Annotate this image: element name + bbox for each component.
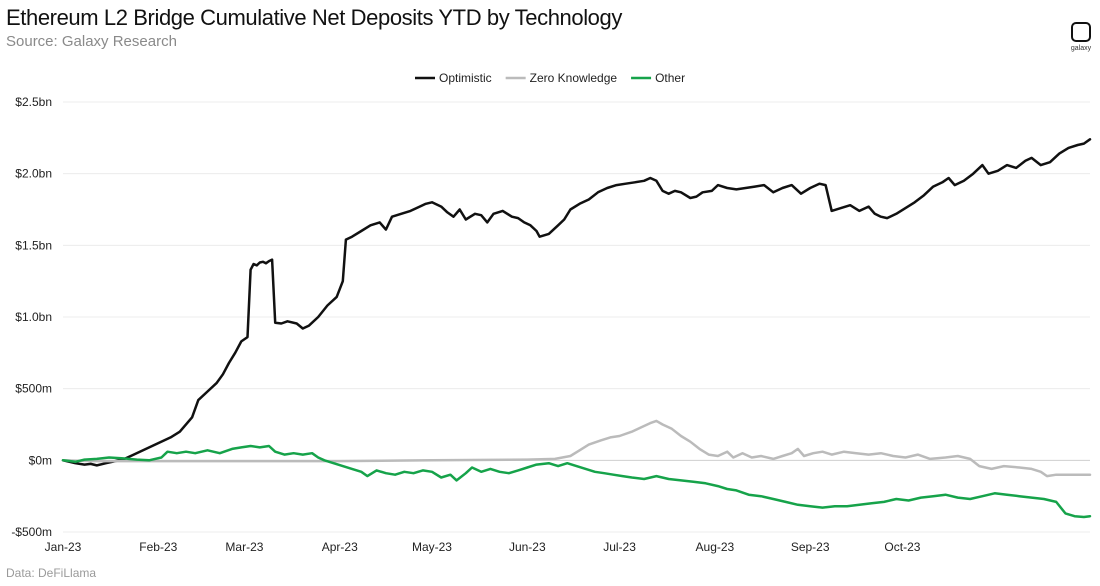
y-tick-label: $500m bbox=[15, 382, 52, 396]
legend-label: Other bbox=[655, 71, 685, 85]
series-line-optimistic bbox=[61, 138, 1092, 467]
y-tick-label: $2.5bn bbox=[15, 95, 52, 109]
y-tick-label: $1.5bn bbox=[15, 238, 52, 252]
y-tick-label: $0m bbox=[29, 453, 52, 467]
x-tick-label: Jul-23 bbox=[603, 540, 636, 554]
data-source-note: Data: DeFiLlama bbox=[6, 566, 97, 580]
x-tick-label: Apr-23 bbox=[322, 540, 358, 554]
y-tick-label: $1.0bn bbox=[15, 310, 52, 324]
x-tick-label: Jun-23 bbox=[509, 540, 546, 554]
galaxy-logo-text: galaxy bbox=[1070, 45, 1092, 52]
x-tick-label: Sep-23 bbox=[791, 540, 830, 554]
chart-title: Ethereum L2 Bridge Cumulative Net Deposi… bbox=[6, 5, 622, 30]
x-tick-label: Oct-23 bbox=[884, 540, 920, 554]
series-line-zero-knowledge bbox=[61, 419, 1092, 478]
x-tick-label: Aug-23 bbox=[696, 540, 735, 554]
x-tick-label: Mar-23 bbox=[225, 540, 263, 554]
series-line-other bbox=[61, 444, 1092, 519]
y-axis-ticks: $2.5bn $2.0bn $1.5bn $1.0bn $500m $0m -$500m bbox=[11, 95, 52, 539]
x-tick-label: Feb-23 bbox=[139, 540, 177, 554]
legend-label: Optimistic bbox=[439, 71, 492, 85]
chart-subtitle: Source: Galaxy Research bbox=[6, 33, 177, 50]
grid-lines bbox=[63, 101, 1090, 533]
y-tick-label: -$500m bbox=[11, 525, 52, 539]
galaxy-logo: galaxy bbox=[1066, 22, 1096, 56]
galaxy-logo-icon bbox=[1071, 22, 1091, 42]
x-tick-label: Jan-23 bbox=[45, 540, 82, 554]
x-tick-label: May-23 bbox=[412, 540, 452, 554]
x-axis-ticks: Jan-23 Feb-23 Mar-23 Apr-23 May-23 Jun-23 Jul-… bbox=[45, 540, 921, 554]
y-tick-label: $2.0bn bbox=[15, 167, 52, 181]
series-lines bbox=[61, 138, 1092, 519]
legend: Optimistic Zero Knowledge Other bbox=[415, 71, 685, 85]
legend-label: Zero Knowledge bbox=[530, 71, 618, 85]
